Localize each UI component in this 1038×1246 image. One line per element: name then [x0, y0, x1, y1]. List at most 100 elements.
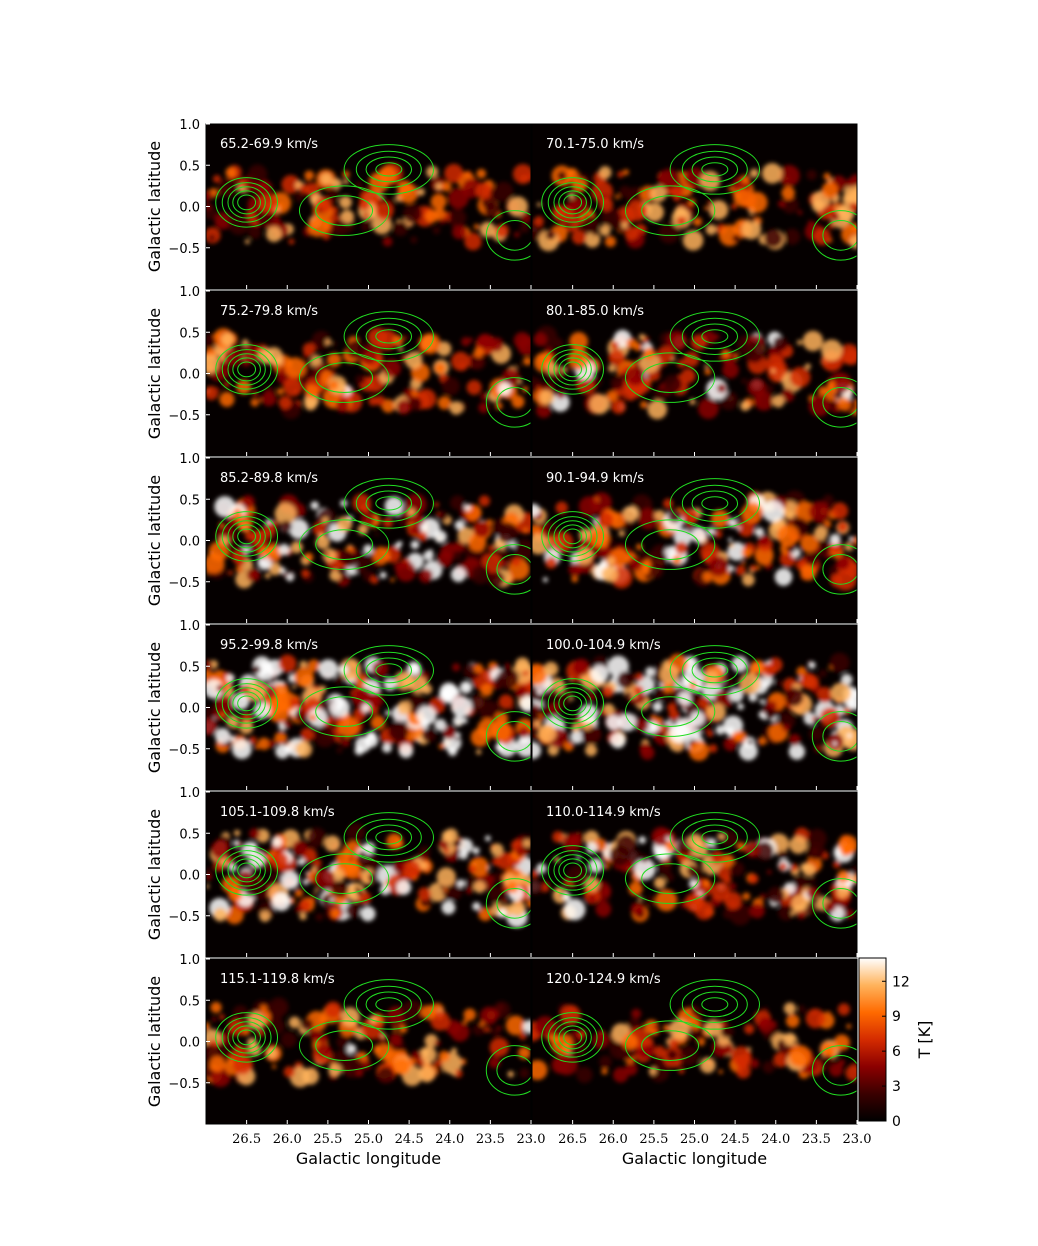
y-tick-label: 0.5 — [179, 660, 200, 675]
contour-overlay — [541, 144, 857, 261]
emission-map — [532, 827, 857, 926]
emission-map — [532, 490, 857, 591]
emission-map — [206, 162, 531, 251]
velocity-label: 115.1-119.8 km/s — [220, 972, 335, 987]
colorbar-tick-label: 12 — [892, 974, 910, 990]
y-tick-label: −0.5 — [168, 242, 200, 257]
x-tick-label: 24.5 — [721, 1132, 750, 1147]
contour-overlay — [541, 812, 857, 929]
y-tick-label: 0.0 — [179, 368, 200, 383]
emission-map — [532, 163, 857, 252]
emission-map — [206, 493, 531, 589]
contour-overlay — [215, 311, 531, 428]
emission-map — [532, 652, 857, 761]
colorbar-tick-label: 9 — [892, 1009, 901, 1025]
x-tick-label: 24.0 — [435, 1132, 464, 1147]
panel-background — [206, 959, 531, 1124]
y-tick-label: −0.5 — [168, 1077, 200, 1092]
x-tick-label: 25.0 — [354, 1132, 383, 1147]
x-tick-label: 26.0 — [273, 1132, 302, 1147]
y-axis-label: Galactic latitude — [145, 976, 164, 1107]
panel-background — [206, 291, 531, 456]
panel-3: 75.2-79.8 km/s — [205, 290, 532, 457]
panel-7: 95.2-99.8 km/s — [205, 624, 532, 791]
contour-overlay — [215, 979, 531, 1096]
y-tick-label: 1.0 — [179, 786, 200, 801]
colorbar-scale — [858, 957, 887, 1122]
y-tick-label: −0.5 — [168, 910, 200, 925]
contour-overlay — [541, 478, 857, 595]
y-tick-label: 1.0 — [179, 619, 200, 634]
colorbar-tick-label: 0 — [892, 1114, 901, 1130]
y-tick-label: −0.5 — [168, 743, 200, 758]
contour-overlay — [541, 645, 857, 762]
y-axis-label: Galactic latitude — [145, 809, 164, 940]
x-tick-label: 24.0 — [761, 1132, 790, 1147]
y-tick-label: 0.0 — [179, 702, 200, 717]
panel-2: 70.1-75.0 km/s — [531, 123, 858, 290]
panel-5: 85.2-89.8 km/s — [205, 457, 532, 624]
y-axis-label: Galactic latitude — [145, 642, 164, 773]
y-tick-label: 1.0 — [179, 118, 200, 133]
x-axis-label: Galactic longitude — [296, 1149, 441, 1168]
y-tick-label: 0.0 — [179, 1036, 200, 1051]
colorbar-tick-label: 3 — [892, 1079, 901, 1095]
velocity-label: 100.0-104.9 km/s — [546, 638, 661, 653]
x-tick-label: 23.5 — [476, 1132, 505, 1147]
velocity-label: 75.2-79.8 km/s — [220, 304, 318, 319]
x-tick-label: 23.0 — [843, 1132, 872, 1147]
x-tick-label: 25.0 — [680, 1132, 709, 1147]
emission-map — [206, 654, 531, 759]
x-tick-label: 23.0 — [517, 1132, 546, 1147]
velocity-label: 65.2-69.9 km/s — [220, 137, 318, 152]
contour-overlay — [215, 645, 531, 762]
emission-map — [206, 327, 531, 420]
y-tick-label: 0.5 — [179, 994, 200, 1009]
y-tick-label: 1.0 — [179, 953, 200, 968]
velocity-label: 120.0-124.9 km/s — [546, 972, 661, 987]
emission-map — [206, 823, 531, 928]
velocity-label: 105.1-109.8 km/s — [220, 805, 335, 820]
y-tick-label: 0.5 — [179, 159, 200, 174]
velocity-label: 70.1-75.0 km/s — [546, 137, 644, 152]
y-tick-label: 0.0 — [179, 201, 200, 216]
colorbar-label: T [K] — [915, 1021, 934, 1060]
panel-10: 110.0-114.9 km/s — [531, 791, 858, 958]
contour-overlay — [215, 812, 531, 929]
velocity-label: 80.1-85.0 km/s — [546, 304, 644, 319]
y-tick-label: 0.0 — [179, 535, 200, 550]
panel-12: 120.0-124.9 km/s — [531, 958, 858, 1125]
axes-text: 1.0 0.5 0.0 −0.5 Galactic latitude 1.0 0.5 0.0 −… — [145, 118, 871, 1168]
y-tick-label: 0.5 — [179, 326, 200, 341]
contour-overlay — [541, 311, 857, 428]
panel-1: 65.2-69.9 km/s — [205, 123, 532, 290]
velocity-label: 110.0-114.9 km/s — [546, 805, 661, 820]
y-tick-label: 0.0 — [179, 869, 200, 884]
panel-9: 105.1-109.8 km/s — [205, 791, 532, 958]
x-tick-label: 25.5 — [639, 1132, 668, 1147]
y-tick-label: 0.5 — [179, 827, 200, 842]
contour-overlay — [541, 979, 857, 1096]
y-tick-label: 1.0 — [179, 452, 200, 467]
panel-6: 90.1-94.9 km/s — [531, 457, 858, 624]
contour-overlay — [215, 144, 531, 261]
velocity-label: 95.2-99.8 km/s — [220, 638, 318, 653]
velocity-label: 85.2-89.8 km/s — [220, 471, 318, 486]
y-axis-label: Galactic latitude — [145, 308, 164, 439]
x-axis-label: Galactic longitude — [622, 1149, 767, 1168]
x-tick-label: 26.0 — [599, 1132, 628, 1147]
x-tick-label: 26.5 — [232, 1132, 261, 1147]
panel-background — [532, 959, 857, 1124]
panel-4: 80.1-85.0 km/s — [531, 290, 858, 457]
x-tick-label: 25.5 — [313, 1132, 342, 1147]
y-axis-label: Galactic latitude — [145, 475, 164, 606]
panel-8: 100.0-104.9 km/s — [531, 624, 858, 791]
x-tick-label: 23.5 — [802, 1132, 831, 1147]
panel-grid: 65.2-69.9 km/s 70.1-75.0 km/s 75.2-79.8 km… — [205, 123, 858, 1125]
colorbar-tick-label: 6 — [892, 1044, 901, 1060]
panel-11: 115.1-119.8 km/s — [205, 958, 532, 1125]
y-tick-label: −0.5 — [168, 409, 200, 424]
contour-overlay — [215, 478, 531, 595]
x-tick-label: 26.5 — [558, 1132, 587, 1147]
